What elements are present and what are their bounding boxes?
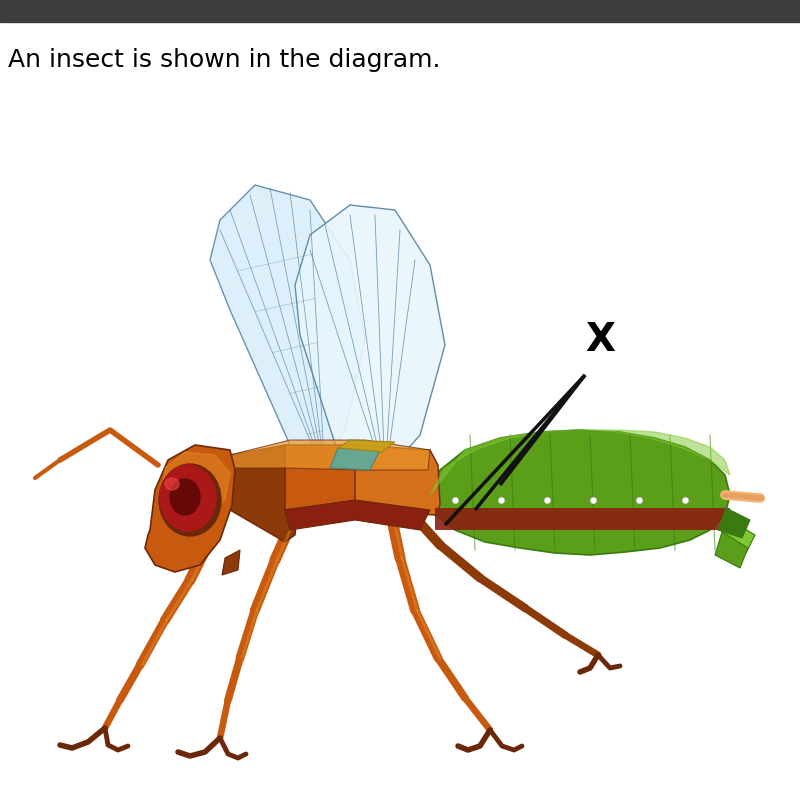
Polygon shape [355, 445, 440, 515]
Bar [0, 0, 800, 22]
Polygon shape [285, 500, 430, 530]
Polygon shape [718, 508, 750, 538]
Polygon shape [430, 430, 730, 495]
Polygon shape [435, 508, 730, 530]
Polygon shape [162, 452, 230, 520]
Ellipse shape [159, 464, 221, 536]
Polygon shape [210, 185, 365, 490]
Text: An insect is shown in the diagram.: An insect is shown in the diagram. [8, 48, 441, 72]
Polygon shape [222, 550, 240, 575]
Polygon shape [230, 445, 300, 542]
Polygon shape [228, 440, 430, 470]
Ellipse shape [165, 478, 179, 490]
Ellipse shape [170, 479, 200, 515]
Polygon shape [338, 440, 395, 452]
Polygon shape [720, 520, 755, 555]
Polygon shape [145, 445, 235, 572]
Ellipse shape [160, 465, 216, 531]
Polygon shape [715, 532, 748, 568]
Polygon shape [285, 445, 365, 510]
Polygon shape [330, 448, 380, 470]
Text: X: X [585, 321, 615, 359]
Polygon shape [295, 205, 445, 490]
Polygon shape [430, 430, 730, 555]
